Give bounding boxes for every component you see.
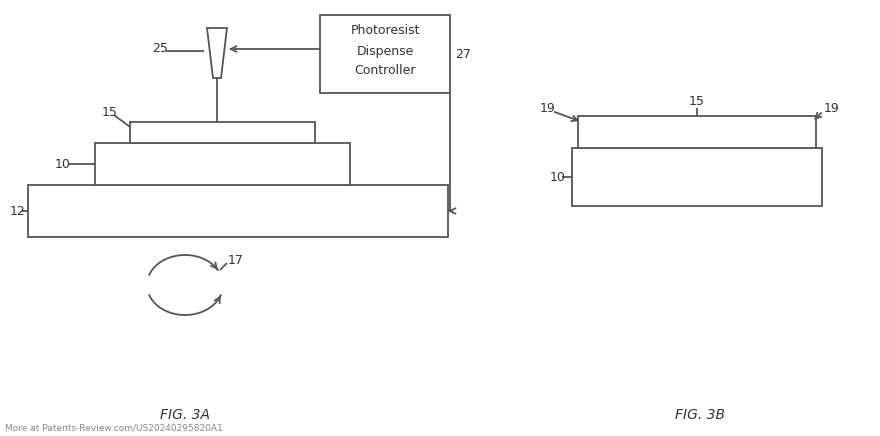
Text: More at Patents-Review.com/US20240295820A1: More at Patents-Review.com/US20240295820… (5, 423, 223, 433)
Text: Photoresist: Photoresist (350, 24, 420, 37)
Text: 19: 19 (540, 102, 556, 115)
Text: 25: 25 (152, 41, 168, 54)
Bar (572, 148, 822, 206)
Text: Controller: Controller (355, 65, 415, 78)
Text: 12: 12 (10, 204, 26, 218)
Text: 10: 10 (550, 170, 566, 184)
Text: FIG. 3B: FIG. 3B (675, 408, 725, 422)
Text: 27: 27 (455, 48, 471, 61)
Text: 10: 10 (55, 157, 71, 170)
Text: FIG. 3A: FIG. 3A (160, 408, 210, 422)
Bar (28, 185, 448, 237)
Bar (320, 15, 450, 93)
Text: 19: 19 (824, 102, 840, 115)
Polygon shape (207, 28, 227, 78)
Bar (95, 143, 350, 185)
Bar (130, 122, 315, 143)
Text: Dispense: Dispense (356, 44, 414, 58)
Bar (578, 116, 816, 148)
Text: 15: 15 (689, 95, 705, 108)
Text: 17: 17 (228, 253, 244, 266)
Text: 15: 15 (102, 106, 118, 119)
